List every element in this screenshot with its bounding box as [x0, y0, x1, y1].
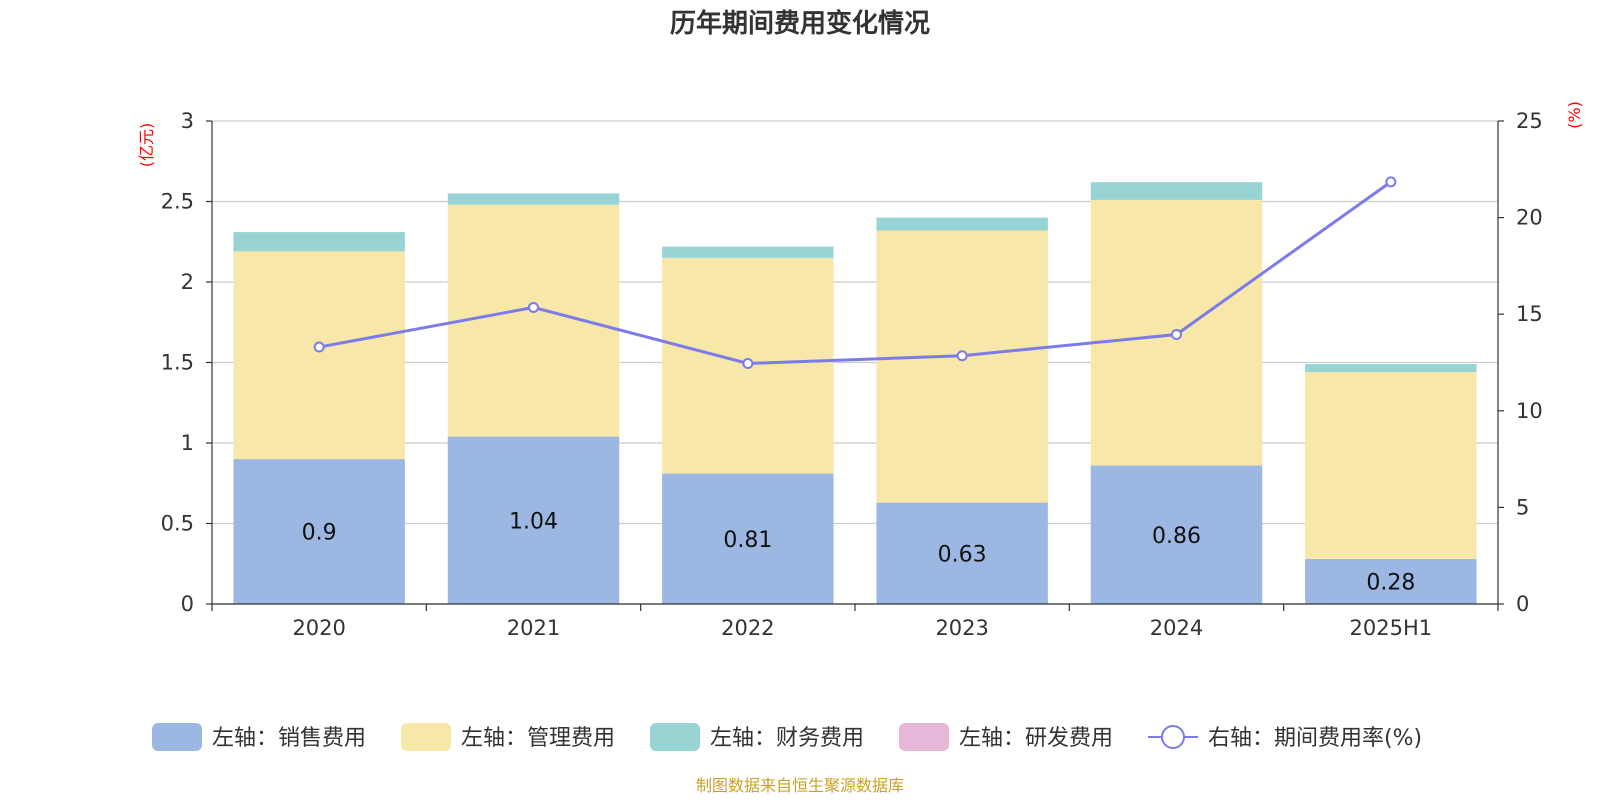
bar-segment — [1305, 558, 1477, 604]
bar-segment — [1090, 465, 1263, 604]
bar-segment — [876, 217, 1048, 231]
legend-marker — [1161, 725, 1185, 749]
right-tick-label: 20 — [1516, 206, 1543, 230]
gridlines — [212, 120, 1498, 605]
bar-segment — [662, 473, 834, 604]
left-tick-label: 0.5 — [161, 512, 194, 536]
bars — [233, 182, 1477, 604]
legend-label: 左轴：销售费用 — [212, 726, 366, 751]
left-tick-label: 1.5 — [161, 351, 194, 375]
source-note: 制图数据来自恒生聚源数据库 — [696, 776, 904, 795]
x-tick-label: 2022 — [721, 616, 774, 640]
legend-swatch — [152, 723, 202, 751]
x-tick-label: 2023 — [935, 616, 988, 640]
legend-label: 左轴：财务费用 — [710, 726, 864, 751]
right-tick-label: 10 — [1516, 399, 1543, 423]
line-series — [313, 176, 1397, 369]
bar-segment — [447, 193, 620, 205]
legend-label: 左轴：研发费用 — [959, 726, 1113, 751]
bar-segment — [1305, 364, 1477, 373]
right-tick-label: 15 — [1516, 302, 1543, 326]
data-label: 0.81 — [723, 528, 772, 553]
bar-segment — [233, 251, 405, 460]
legend-label: 右轴：期间费用率(%) — [1208, 726, 1422, 751]
bar-segment — [233, 232, 405, 252]
data-label: 0.86 — [1152, 524, 1201, 549]
bar-segment — [447, 204, 620, 437]
legend-label: 左轴：管理费用 — [461, 726, 615, 751]
legend: 左轴：销售费用 左轴：管理费用 左轴：财务费用 左轴：研发费用 右轴：期间费用率(%) — [152, 723, 1422, 751]
bar-segment — [1090, 182, 1263, 200]
data-label: 1.04 — [509, 509, 558, 534]
left-tick-label: 1 — [181, 431, 194, 455]
right-tick-label: 5 — [1516, 495, 1529, 519]
bar-segment — [662, 246, 834, 258]
bar-segment — [1305, 372, 1477, 559]
rate-point — [1171, 328, 1182, 340]
right-tick-label: 25 — [1516, 109, 1543, 133]
bar-segment — [876, 230, 1048, 503]
data-label: 0.9 — [302, 521, 337, 546]
bar-segment — [233, 459, 405, 604]
rate-point — [528, 301, 539, 313]
rate-point — [313, 341, 325, 353]
left-tick-label: 2.5 — [161, 190, 194, 214]
data-label: 0.63 — [938, 542, 987, 567]
data-label: 0.28 — [1366, 570, 1415, 595]
rate-point — [956, 350, 968, 362]
legend-swatch — [899, 723, 949, 751]
bar-segment — [447, 436, 620, 604]
data-labels: 0.9 1.04 0.81 0.63 0.86 0.28 — [302, 509, 1416, 595]
chart-title: 历年期间费用变化情况 — [670, 8, 930, 39]
left-axis-unit: (亿元) — [137, 123, 156, 168]
left-tick-label: 0 — [181, 592, 194, 616]
legend-swatch — [650, 723, 700, 751]
bar-segment — [876, 502, 1048, 604]
right-axis-unit: (%) — [1565, 101, 1584, 129]
legend-swatch — [401, 723, 451, 751]
rate-line — [318, 180, 1392, 365]
x-tick-label: 2021 — [507, 616, 560, 640]
rate-point — [1385, 176, 1397, 188]
left-tick-label: 2 — [181, 270, 194, 294]
right-tick-label: 0 — [1516, 592, 1529, 616]
x-tick-label: 2024 — [1150, 616, 1203, 640]
left-tick-label: 3 — [181, 109, 194, 133]
axes: 0 0.5 1 1.5 2 2.5 3 0 5 10 15 20 25 2020 2021 2022 2023 2… — [161, 109, 1543, 640]
x-tick-label: 2020 — [292, 616, 345, 640]
rate-point — [742, 357, 754, 369]
x-tick-label: 2025H1 — [1350, 616, 1433, 640]
